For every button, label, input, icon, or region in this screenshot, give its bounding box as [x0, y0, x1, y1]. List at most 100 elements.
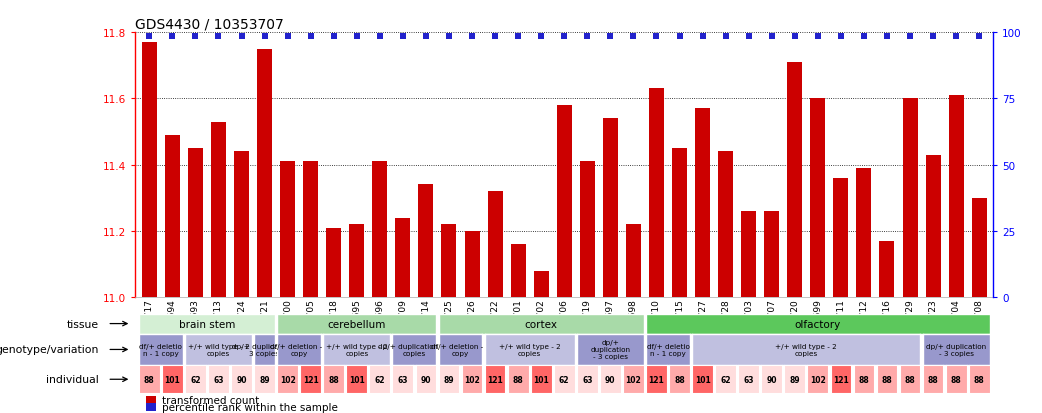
- Point: [602, 34, 619, 40]
- Point: [625, 34, 642, 40]
- Text: 90: 90: [767, 375, 777, 384]
- Point: [487, 34, 503, 40]
- Text: 63: 63: [214, 375, 224, 384]
- Point: [164, 34, 180, 40]
- Bar: [649, 89, 664, 297]
- Text: 89: 89: [790, 375, 800, 384]
- Bar: [626, 225, 641, 297]
- Text: +/+ wild type - 2
copies: +/+ wild type - 2 copies: [499, 343, 561, 356]
- Text: cortex: cortex: [525, 319, 557, 329]
- Bar: [303, 162, 318, 297]
- Text: df/+ deletio
n - 1 copy: df/+ deletio n - 1 copy: [646, 343, 690, 356]
- Point: [210, 34, 227, 40]
- Bar: [142, 43, 156, 297]
- Point: [787, 34, 803, 40]
- Point: [740, 34, 756, 40]
- Bar: [857, 169, 871, 297]
- Bar: [210, 122, 226, 297]
- Bar: [442, 225, 456, 297]
- Text: 63: 63: [582, 375, 593, 384]
- Point: [764, 34, 780, 40]
- Text: 63: 63: [398, 375, 408, 384]
- Bar: [718, 152, 734, 297]
- Text: 88: 88: [513, 375, 523, 384]
- Text: 88: 88: [328, 375, 339, 384]
- Point: [833, 34, 849, 40]
- Point: [441, 34, 457, 40]
- Point: [948, 34, 965, 40]
- Bar: [234, 152, 249, 297]
- Text: 121: 121: [833, 375, 849, 384]
- Bar: [972, 198, 987, 297]
- Text: 102: 102: [464, 375, 480, 384]
- Text: df/+ deletio
n - 1 copy: df/+ deletio n - 1 copy: [140, 343, 182, 356]
- Text: 88: 88: [904, 375, 916, 384]
- Point: [901, 34, 918, 40]
- Point: [671, 34, 688, 40]
- Bar: [326, 228, 341, 297]
- Text: 121: 121: [648, 375, 665, 384]
- Text: individual: individual: [46, 374, 99, 385]
- Point: [233, 34, 250, 40]
- Bar: [948, 96, 964, 297]
- Text: 89: 89: [444, 375, 454, 384]
- Text: 88: 88: [882, 375, 892, 384]
- Bar: [349, 225, 365, 297]
- Bar: [764, 211, 779, 297]
- Text: 88: 88: [674, 375, 685, 384]
- Text: 90: 90: [605, 375, 616, 384]
- Point: [325, 34, 342, 40]
- Point: [810, 34, 826, 40]
- Text: GDS4430 / 10353707: GDS4430 / 10353707: [135, 18, 284, 32]
- Text: 89: 89: [259, 375, 270, 384]
- Text: df/+ deletion - 1
copy: df/+ deletion - 1 copy: [270, 343, 328, 356]
- Point: [971, 34, 988, 40]
- Text: 62: 62: [559, 375, 570, 384]
- Text: 62: 62: [374, 375, 386, 384]
- Bar: [465, 231, 479, 297]
- Point: [924, 34, 941, 40]
- Text: 88: 88: [144, 375, 154, 384]
- Point: [878, 34, 895, 40]
- Text: dp/+ duplication -
3 copies: dp/+ duplication - 3 copies: [232, 343, 297, 356]
- Bar: [834, 178, 848, 297]
- Point: [555, 34, 572, 40]
- Bar: [879, 241, 894, 297]
- Bar: [695, 109, 710, 297]
- Point: [418, 34, 435, 40]
- Text: 121: 121: [488, 375, 503, 384]
- Point: [395, 34, 412, 40]
- Bar: [165, 135, 180, 297]
- Bar: [395, 218, 411, 297]
- Point: [648, 34, 665, 40]
- Bar: [603, 119, 618, 297]
- Bar: [741, 211, 756, 297]
- Text: 121: 121: [303, 375, 319, 384]
- Text: 62: 62: [190, 375, 201, 384]
- Bar: [488, 192, 502, 297]
- Text: 88: 88: [859, 375, 869, 384]
- Text: +/+ wild type - 2
copies: +/+ wild type - 2 copies: [326, 343, 388, 356]
- Text: +/+ wild type - 2
copies: +/+ wild type - 2 copies: [188, 343, 249, 356]
- Text: 88: 88: [950, 375, 962, 384]
- Text: transformed count: transformed count: [162, 395, 258, 405]
- Bar: [146, 396, 156, 404]
- Text: dp/+ duplication - 3
copies: dp/+ duplication - 3 copies: [378, 343, 450, 356]
- Text: olfactory: olfactory: [795, 319, 841, 329]
- Text: dp/+ duplication
- 3 copies: dp/+ duplication - 3 copies: [926, 343, 986, 356]
- Text: tissue: tissue: [67, 319, 99, 329]
- Text: 88: 88: [927, 375, 939, 384]
- Point: [464, 34, 480, 40]
- Text: dp/+
duplication
- 3 copies: dp/+ duplication - 3 copies: [591, 339, 630, 360]
- Text: 101: 101: [349, 375, 365, 384]
- Bar: [280, 162, 295, 297]
- Bar: [257, 50, 272, 297]
- Bar: [788, 63, 802, 297]
- Point: [532, 34, 549, 40]
- Text: 101: 101: [165, 375, 180, 384]
- Text: 88: 88: [974, 375, 985, 384]
- Bar: [188, 149, 203, 297]
- Point: [279, 34, 296, 40]
- Bar: [925, 155, 941, 297]
- Text: cerebellum: cerebellum: [327, 319, 386, 329]
